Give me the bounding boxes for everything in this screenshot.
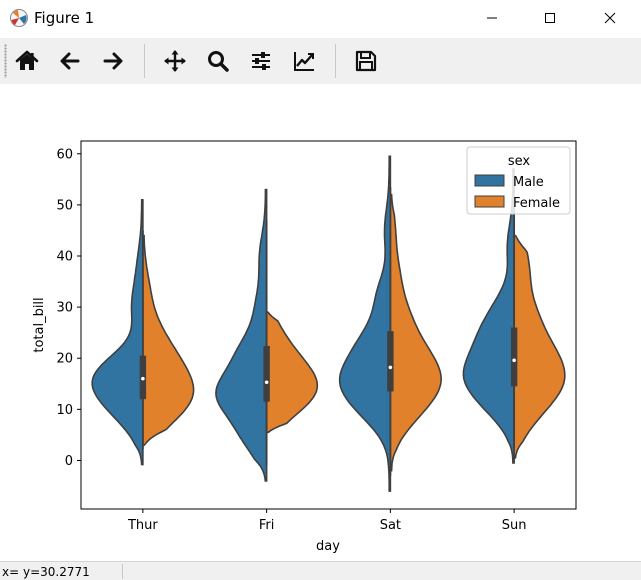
median-dot-sat [388, 365, 393, 370]
y-tick-label: 10 [56, 403, 73, 418]
coordinate-readout: x= y=30.2771 [2, 565, 90, 579]
median-dot-sun [512, 358, 516, 363]
violin-female-sun [513, 234, 566, 459]
violin-male-thur [91, 198, 144, 466]
close-icon [604, 12, 616, 24]
subplots-button[interactable] [244, 45, 278, 77]
home-icon [15, 50, 39, 70]
legend-male-swatch [474, 174, 505, 187]
magnifier-icon [208, 51, 229, 72]
line-chart-icon [294, 52, 314, 71]
y-tick-label: 0 [65, 454, 73, 469]
violin-chart: 0 10 20 30 40 50 60 Thur Fri Sat Sun day total_bi… [32, 140, 577, 554]
minimize-button[interactable] [469, 0, 515, 36]
status-bar: x= y=30.2771 [0, 561, 641, 580]
x-tick-label-fri: Fri [259, 518, 275, 533]
y-tick-label: 60 [56, 147, 73, 162]
floppy-disk-icon [355, 50, 377, 72]
home-button[interactable] [10, 45, 44, 77]
maximize-button[interactable] [527, 0, 573, 36]
median-dot-thur [141, 376, 145, 381]
violin-female-thur [142, 234, 195, 446]
y-axis-label: total_bill [32, 297, 47, 352]
matplotlib-app-icon [10, 9, 28, 27]
window-title: Figure 1 [34, 9, 95, 27]
toolbar-separator [144, 44, 145, 78]
violin-female-fri [265, 311, 319, 434]
close-button[interactable] [587, 0, 633, 36]
navigation-toolbar [0, 38, 641, 84]
median-dot-fri [264, 380, 269, 385]
legend-female-swatch [474, 195, 505, 208]
toolbar-separator [335, 44, 336, 78]
legend: sex Male Female [466, 146, 571, 215]
legend-female-label: Female [513, 196, 560, 211]
sliders-icon [252, 52, 270, 70]
axes-frame [80, 140, 577, 510]
legend-male-label: Male [513, 175, 544, 190]
status-separator [122, 564, 123, 579]
violins-layer [91, 155, 566, 492]
title-bar: Figure 1 [0, 0, 641, 38]
move-icon [164, 50, 186, 72]
y-tick-label: 40 [56, 250, 73, 265]
x-ticks: Thur Fri Sat Sun [127, 509, 527, 533]
iqr-box-fri [263, 345, 270, 402]
y-ticks: 0 10 20 30 40 50 60 [56, 147, 81, 469]
violin-male-sat [338, 155, 392, 492]
toolbar-grip[interactable] [4, 44, 7, 78]
y-tick-label: 20 [56, 352, 73, 367]
maximize-icon [545, 13, 555, 23]
y-tick-label: 50 [56, 198, 73, 213]
pan-button[interactable] [158, 45, 192, 77]
zoom-button[interactable] [201, 45, 235, 77]
violin-female-sat [389, 193, 442, 472]
x-axis-label: day [316, 539, 340, 554]
arrow-right-icon [103, 52, 123, 70]
legend-title: sex [508, 154, 531, 169]
save-button[interactable] [349, 45, 383, 77]
x-tick-label-thur: Thur [127, 518, 158, 533]
iqr-box-sat [387, 331, 394, 392]
violin-male-fri [215, 188, 268, 482]
x-tick-label-sat: Sat [380, 518, 401, 533]
forward-button[interactable] [96, 45, 130, 77]
minimize-icon [487, 17, 497, 19]
axes-edit-button[interactable] [287, 45, 321, 77]
arrow-left-icon [60, 52, 80, 70]
y-tick-label: 30 [56, 301, 73, 316]
x-tick-label-sun: Sun [502, 518, 527, 533]
iqr-box-sun [510, 327, 518, 387]
back-button[interactable] [53, 45, 87, 77]
figure-canvas[interactable]: 0 10 20 30 40 50 60 Thur Fri Sat Sun day total_bi… [0, 84, 641, 561]
